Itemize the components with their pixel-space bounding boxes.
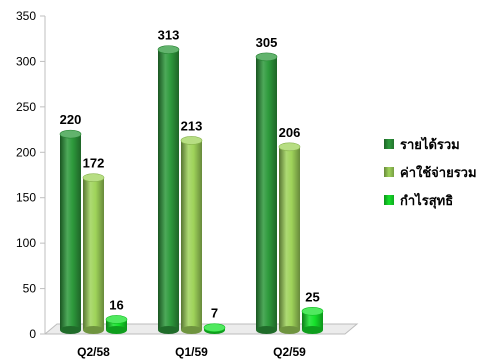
legend-swatch bbox=[384, 167, 394, 177]
data-label: 16 bbox=[109, 297, 123, 312]
bar bbox=[255, 52, 278, 334]
bar bbox=[157, 45, 180, 334]
data-label: 172 bbox=[83, 156, 105, 171]
data-label: 25 bbox=[305, 289, 319, 304]
data-label: 313 bbox=[158, 28, 180, 43]
legend: รายได้รวมค่าใช้จ่ายรวมกำไรสุทธิ bbox=[384, 135, 477, 219]
bars-layer bbox=[59, 45, 324, 334]
legend-label: รายได้รวม bbox=[400, 137, 460, 153]
bar bbox=[105, 315, 128, 334]
x-tick-label: Q2/59 bbox=[273, 345, 306, 359]
legend-swatch bbox=[384, 139, 394, 149]
data-label: 206 bbox=[279, 125, 301, 140]
bar bbox=[82, 173, 105, 334]
data-label: 305 bbox=[256, 35, 278, 50]
y-tick-label: 200 bbox=[16, 145, 36, 159]
legend-item: กำไรสุทธิ bbox=[384, 191, 477, 209]
y-tick-label: 50 bbox=[23, 282, 37, 296]
bar bbox=[301, 306, 324, 334]
y-tick-label: 250 bbox=[16, 100, 36, 114]
data-label: 220 bbox=[60, 112, 82, 127]
bar bbox=[203, 323, 226, 334]
legend-item: รายได้รวม bbox=[384, 135, 477, 153]
y-tick-label: 150 bbox=[16, 191, 36, 205]
bar bbox=[59, 129, 82, 334]
legend-swatch bbox=[384, 195, 394, 205]
y-tick-label: 350 bbox=[16, 9, 36, 23]
bar bbox=[180, 136, 203, 334]
data-label: 213 bbox=[181, 118, 203, 133]
y-tick-label: 100 bbox=[16, 236, 36, 250]
legend-item: ค่าใช้จ่ายรวม bbox=[384, 163, 477, 181]
labels-layer: 220 172 16 313 213 7 305 206 25 bbox=[60, 28, 320, 321]
legend-label: กำไรสุทธิ bbox=[400, 193, 454, 209]
x-tick-label: Q1/59 bbox=[175, 345, 208, 359]
bar bbox=[278, 142, 301, 334]
y-tick-label: 300 bbox=[16, 54, 36, 68]
x-tick-label: Q2/58 bbox=[77, 345, 110, 359]
data-label: 7 bbox=[211, 306, 218, 321]
y-tick-label: 0 bbox=[29, 327, 36, 341]
legend-label: ค่าใช้จ่ายรวม bbox=[400, 165, 477, 181]
